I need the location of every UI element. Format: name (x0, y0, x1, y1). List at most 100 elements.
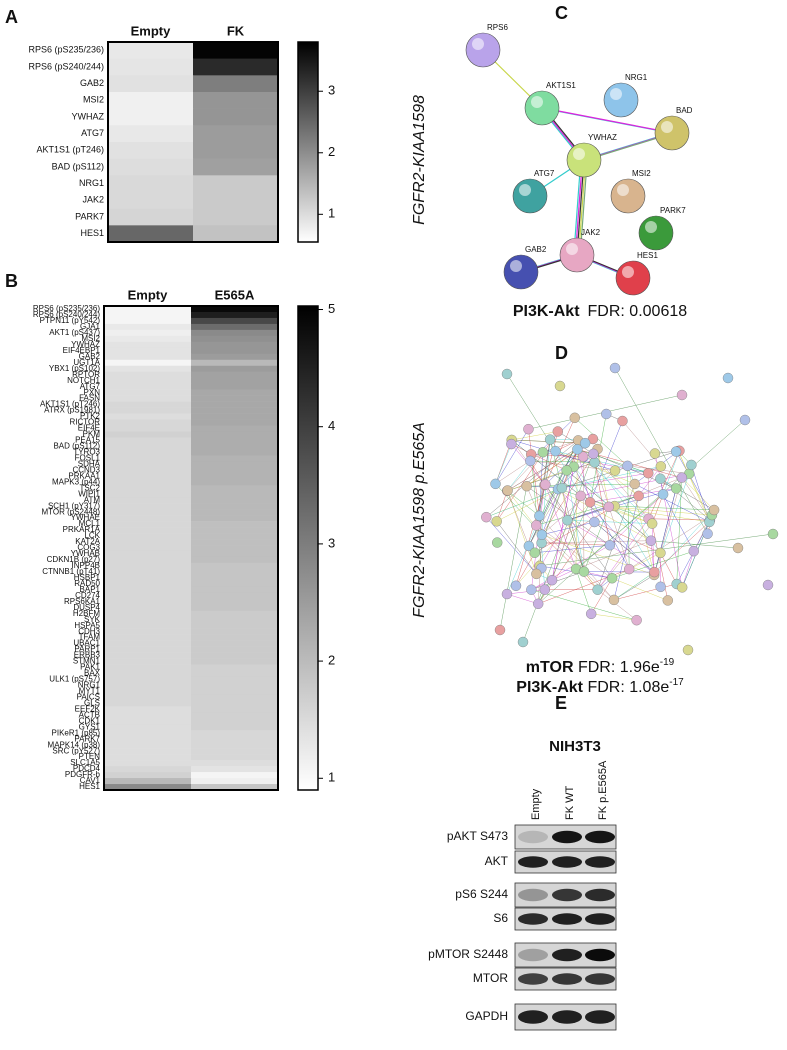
row-label: BAX (84, 669, 101, 678)
heatmap-cell (191, 347, 279, 355)
heatmap-frame (103, 305, 279, 791)
network-node (494, 624, 506, 636)
heatmap-cell (191, 658, 279, 665)
heatmap-cell (104, 640, 192, 647)
row-label: TSC2 (80, 483, 101, 492)
network-node (578, 566, 590, 577)
network-node (544, 434, 556, 445)
network-edge (534, 544, 610, 553)
network-node (722, 372, 734, 384)
lane-label: FK p.E565A (597, 760, 609, 820)
network-edge (594, 462, 630, 570)
blot-label: pAKT S473 (447, 829, 508, 843)
row-label: BAP1 (80, 585, 101, 594)
heatmap-cell (104, 598, 192, 606)
row-label: PARK7 (75, 211, 104, 221)
row-label: CDK1 (79, 716, 101, 725)
heatmap-cell (104, 497, 192, 504)
enrichment-caption: mTOR FDR: 1.96e-19 (526, 657, 675, 676)
network-node (608, 594, 620, 606)
heatmap-cell (104, 706, 192, 713)
row-label: BAD (pS112) (53, 442, 100, 451)
blot-band (552, 830, 582, 844)
network-edge (590, 578, 613, 614)
heatmap-cell (191, 574, 279, 582)
heatmap-cell (104, 742, 192, 749)
heatmap-cell (193, 125, 279, 143)
heatmap-cell (191, 365, 279, 373)
row-label: PKM (83, 430, 101, 439)
blot-label: pMTOR S2448 (428, 947, 508, 961)
heatmap-cell (108, 125, 194, 143)
network-edge (496, 521, 537, 575)
blot-band (518, 856, 548, 868)
heatmap-cell (191, 359, 279, 367)
node-highlight (661, 121, 673, 133)
row-label: TYRO3 (73, 448, 100, 457)
network-edge (545, 484, 577, 570)
network-node (521, 480, 532, 492)
network-edge (660, 478, 711, 521)
network-node (670, 483, 682, 494)
network-node (629, 478, 640, 490)
heatmap-cell (104, 425, 192, 432)
row-label: GYS1 (79, 722, 101, 731)
network-edge (561, 472, 649, 489)
heatmap-cell (191, 634, 279, 641)
network-edge (496, 490, 508, 522)
blot-label: S6 (493, 911, 508, 925)
network-node (623, 563, 635, 575)
network-edge (589, 413, 607, 503)
node-highlight (510, 260, 522, 272)
heatmap-cell (191, 724, 279, 731)
heatmap-cell (104, 401, 192, 408)
heatmap-cell (191, 521, 279, 528)
heatmap-cell (191, 383, 279, 390)
heatmap-cell (104, 748, 192, 755)
row-label: RPS6 (pS235/236) (33, 304, 100, 313)
network-edge (629, 514, 713, 570)
row-label: PDGFR-b (65, 770, 101, 779)
network-node (491, 516, 502, 527)
heatmap-cell (104, 461, 192, 468)
heatmap-cell (193, 175, 279, 193)
heatmap-cell (191, 688, 279, 695)
heatmap-cell (191, 437, 279, 444)
heatmap-frame (107, 41, 279, 243)
heatmap-cell (104, 718, 192, 725)
network-edge (660, 478, 715, 511)
heatmap-cell (108, 208, 194, 226)
heatmap-cell (191, 646, 279, 653)
heatmap-cell (104, 628, 192, 635)
heatmap-cell (191, 443, 279, 450)
row-label: PTPN11 (pY542) (40, 316, 101, 325)
heatmap-cell (191, 395, 279, 402)
heatmap-cell (104, 778, 192, 785)
colorbar (297, 41, 319, 243)
heatmap-cell (104, 365, 192, 373)
node-label: GAB2 (525, 245, 547, 254)
network-node (501, 588, 513, 600)
heatmap-cell (104, 311, 192, 319)
network-edge (486, 517, 537, 575)
heatmap-cell (193, 142, 279, 159)
row-label: RPS6KA1 (64, 597, 101, 606)
heatmap-cell (104, 712, 192, 719)
row-label: GLS (84, 698, 100, 707)
blot-band (518, 913, 548, 925)
network-node (655, 461, 667, 472)
row-label: MTOR (pS2448) (41, 507, 100, 516)
network-edge (567, 519, 653, 524)
row-label: PXN (84, 388, 101, 397)
heatmap-cell (108, 92, 194, 109)
network-edge (551, 495, 581, 581)
heatmap-cell (104, 622, 192, 629)
heatmap-cell (104, 772, 192, 779)
row-label: UBAC1 (73, 639, 100, 648)
colorbar-tick-label: 2 (328, 144, 335, 159)
row-label: CAV1 (80, 776, 101, 785)
heatmap-cell (191, 539, 279, 546)
heatmap-cell (104, 455, 192, 462)
row-label: YWHAZ (72, 111, 105, 121)
